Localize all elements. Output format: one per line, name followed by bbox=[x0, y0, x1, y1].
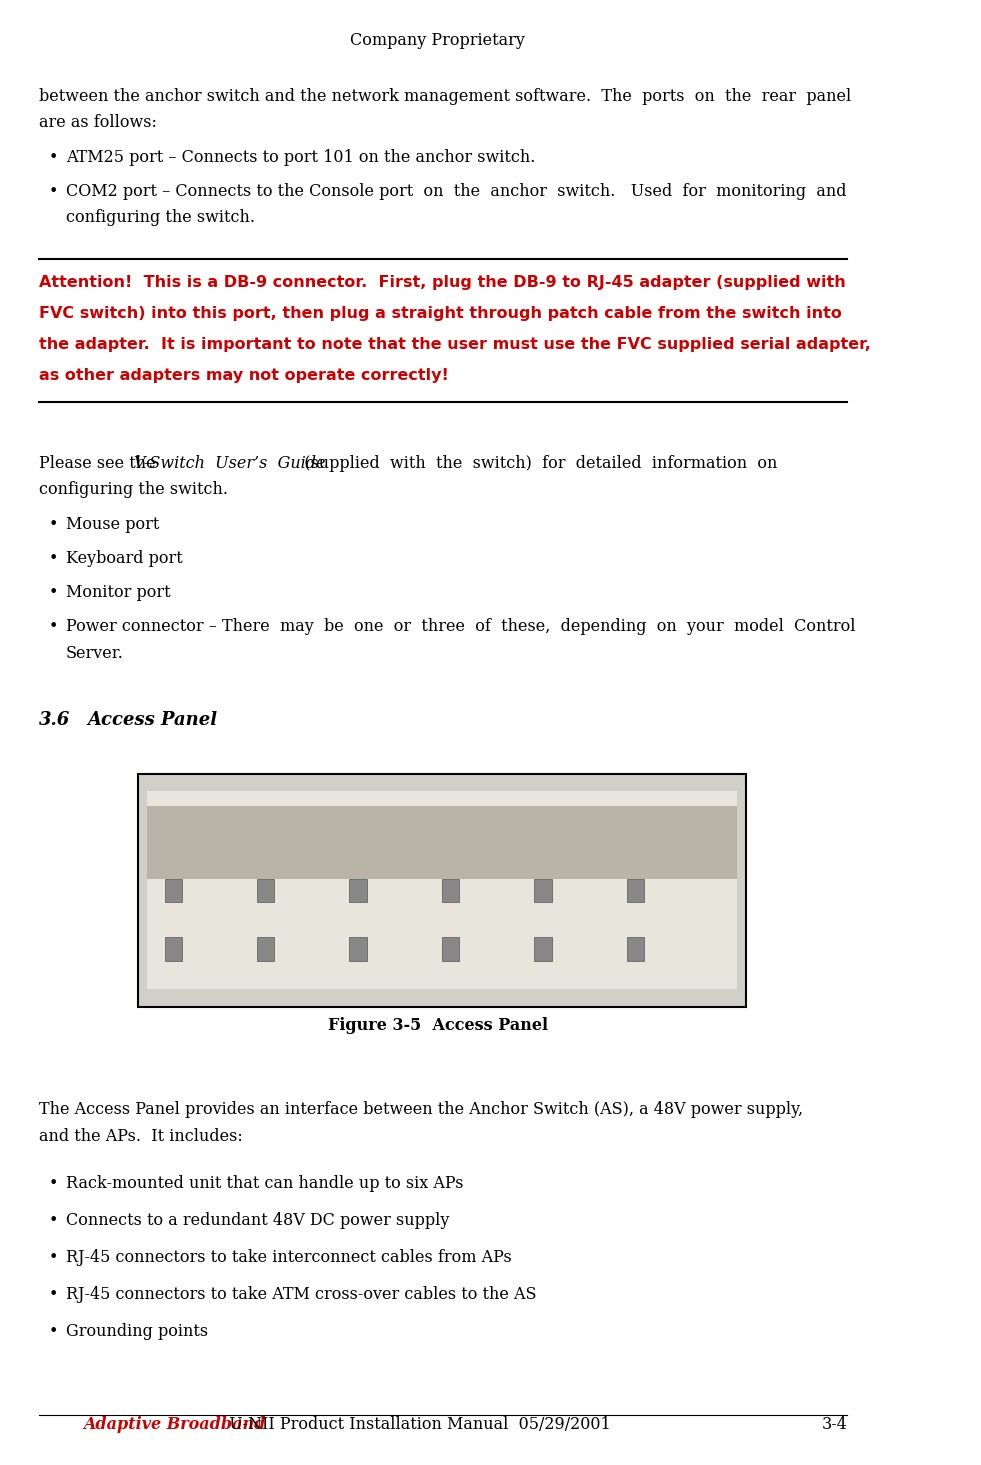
FancyBboxPatch shape bbox=[147, 806, 737, 879]
Text: 3-4: 3-4 bbox=[821, 1415, 848, 1433]
Text: Please see the                             (supplied  with  the  switch)  for  d: Please see the (supplied with the switch… bbox=[39, 456, 778, 472]
Text: as other adapters may not operate correctly!: as other adapters may not operate correc… bbox=[39, 369, 449, 384]
Text: and the APs.  It includes:: and the APs. It includes: bbox=[39, 1128, 243, 1144]
Text: Grounding points: Grounding points bbox=[66, 1323, 208, 1340]
Text: •: • bbox=[48, 1286, 58, 1302]
Bar bbox=[627, 879, 645, 902]
Text: •: • bbox=[48, 1250, 58, 1266]
Text: COM2 port – Connects to the Console port  on  the  anchor  switch.   Used  for  : COM2 port – Connects to the Console port… bbox=[66, 183, 847, 199]
Text: •: • bbox=[48, 1212, 58, 1229]
Text: Monitor port: Monitor port bbox=[66, 585, 171, 601]
Text: V-Switch  User’s  Guide: V-Switch User’s Guide bbox=[133, 456, 326, 472]
Text: •: • bbox=[48, 148, 58, 166]
Bar bbox=[535, 938, 551, 961]
Text: the adapter.  It is important to note that the user must use the FVC supplied se: the adapter. It is important to note tha… bbox=[39, 337, 871, 353]
Text: •: • bbox=[48, 585, 58, 601]
Text: Attention!  This is a DB-9 connector.  First, plug the DB-9 to RJ-45 adapter (su: Attention! This is a DB-9 connector. Fir… bbox=[39, 275, 847, 290]
Text: U-NII Product Installation Manual  05/29/2001: U-NII Product Installation Manual 05/29/… bbox=[219, 1415, 610, 1433]
Bar bbox=[349, 938, 367, 961]
Text: •: • bbox=[48, 618, 58, 636]
Text: •: • bbox=[48, 1323, 58, 1340]
Text: •: • bbox=[48, 1175, 58, 1193]
Bar bbox=[257, 879, 274, 902]
Bar bbox=[442, 879, 459, 902]
Text: between the anchor switch and the network management software.  The  ports  on  : between the anchor switch and the networ… bbox=[39, 88, 852, 105]
Bar bbox=[257, 938, 274, 961]
Text: •: • bbox=[48, 183, 58, 199]
Bar bbox=[165, 938, 181, 961]
Text: Keyboard port: Keyboard port bbox=[66, 549, 182, 567]
Text: •: • bbox=[48, 549, 58, 567]
Text: configuring the switch.: configuring the switch. bbox=[66, 209, 255, 226]
Text: ATM25 port – Connects to port 101 on the anchor switch.: ATM25 port – Connects to port 101 on the… bbox=[66, 148, 535, 166]
Bar bbox=[349, 879, 367, 902]
Text: Connects to a redundant 48V DC power supply: Connects to a redundant 48V DC power sup… bbox=[66, 1212, 449, 1229]
Text: Rack-mounted unit that can handle up to six APs: Rack-mounted unit that can handle up to … bbox=[66, 1175, 463, 1193]
Bar bbox=[535, 879, 551, 902]
Text: Figure 3-5  Access Panel: Figure 3-5 Access Panel bbox=[328, 1017, 547, 1034]
Text: Server.: Server. bbox=[66, 645, 124, 662]
Text: Access Panel: Access Panel bbox=[87, 711, 218, 728]
Bar bbox=[442, 938, 459, 961]
Text: RJ-45 connectors to take ATM cross-over cables to the AS: RJ-45 connectors to take ATM cross-over … bbox=[66, 1286, 537, 1302]
Text: FVC switch) into this port, then plug a straight through patch cable from the sw: FVC switch) into this port, then plug a … bbox=[39, 306, 843, 321]
Bar bbox=[165, 879, 181, 902]
Text: •: • bbox=[48, 516, 58, 533]
Text: RJ-45 connectors to take interconnect cables from APs: RJ-45 connectors to take interconnect ca… bbox=[66, 1250, 511, 1266]
Text: are as follows:: are as follows: bbox=[39, 114, 157, 132]
Text: configuring the switch.: configuring the switch. bbox=[39, 482, 229, 498]
Text: 3.6: 3.6 bbox=[39, 711, 71, 728]
Text: Adaptive Broadband: Adaptive Broadband bbox=[83, 1415, 266, 1433]
Text: Mouse port: Mouse port bbox=[66, 516, 159, 533]
Bar bbox=[627, 938, 645, 961]
FancyBboxPatch shape bbox=[138, 774, 746, 1006]
Text: The Access Panel provides an interface between the Anchor Switch (AS), a 48V pow: The Access Panel provides an interface b… bbox=[39, 1102, 803, 1118]
Text: Power connector – There  may  be  one  or  three  of  these,  depending  on  you: Power connector – There may be one or th… bbox=[66, 618, 855, 636]
Text: Company Proprietary: Company Proprietary bbox=[350, 32, 525, 50]
FancyBboxPatch shape bbox=[147, 791, 737, 989]
